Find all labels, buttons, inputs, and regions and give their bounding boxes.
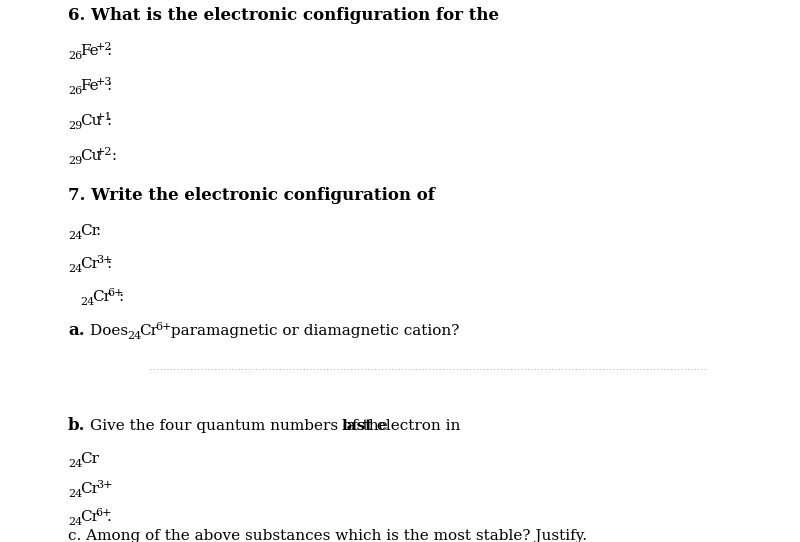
Text: Give the four quantum numbers of the: Give the four quantum numbers of the [90,419,393,433]
Text: 24: 24 [68,264,82,274]
Text: .: . [106,510,111,524]
Text: Fe: Fe [80,79,98,93]
Text: 24: 24 [68,489,82,499]
Text: :: : [106,44,112,58]
Text: :: : [106,149,117,163]
Text: paramagnetic or diamagnetic cation?: paramagnetic or diamagnetic cation? [166,324,459,338]
Text: :: : [118,290,124,304]
Text: 6+: 6+ [96,508,112,518]
Text: Cr: Cr [80,452,99,466]
Text: Cr: Cr [80,224,99,238]
Text: 6. What is the electronic configuration for the: 6. What is the electronic configuration … [68,7,499,24]
Text: 3+: 3+ [96,255,112,265]
Text: last: last [342,419,373,433]
Text: Does: Does [90,324,133,338]
Text: 24: 24 [68,459,82,469]
Text: a.: a. [68,322,85,339]
Text: +1: +1 [96,112,112,122]
Text: +2: +2 [96,42,112,52]
Text: 26: 26 [68,86,82,96]
Text: c. Among of the above substances which is the most stable? Justify.: c. Among of the above substances which i… [68,529,587,542]
Text: +3: +3 [96,77,112,87]
Text: 26: 26 [68,51,82,61]
Text: :: : [106,114,112,128]
Text: b.: b. [68,417,86,434]
Text: 24: 24 [80,297,94,307]
Text: 3+: 3+ [96,480,112,490]
Text: 6+: 6+ [155,322,172,332]
Text: Cr: Cr [80,482,99,496]
Text: Cr: Cr [80,257,99,271]
Text: Cr: Cr [92,290,111,304]
Text: Cu: Cu [80,149,102,163]
Text: :: : [96,224,101,238]
Text: Cu: Cu [80,114,102,128]
Text: Cr: Cr [139,324,158,338]
Text: 29: 29 [68,121,82,131]
Text: Fe: Fe [80,44,98,58]
Text: 24: 24 [127,331,142,341]
Text: 24: 24 [68,231,82,241]
Text: 6+: 6+ [108,288,124,298]
Text: electron in: electron in [371,419,460,433]
Text: 24: 24 [68,517,82,527]
Text: Cr: Cr [80,510,99,524]
Text: :: : [106,79,112,93]
Text: 29: 29 [68,156,82,166]
Text: +2: +2 [96,147,112,157]
Text: 7. Write the electronic configuration of: 7. Write the electronic configuration of [68,187,435,204]
Text: :: : [106,257,112,271]
